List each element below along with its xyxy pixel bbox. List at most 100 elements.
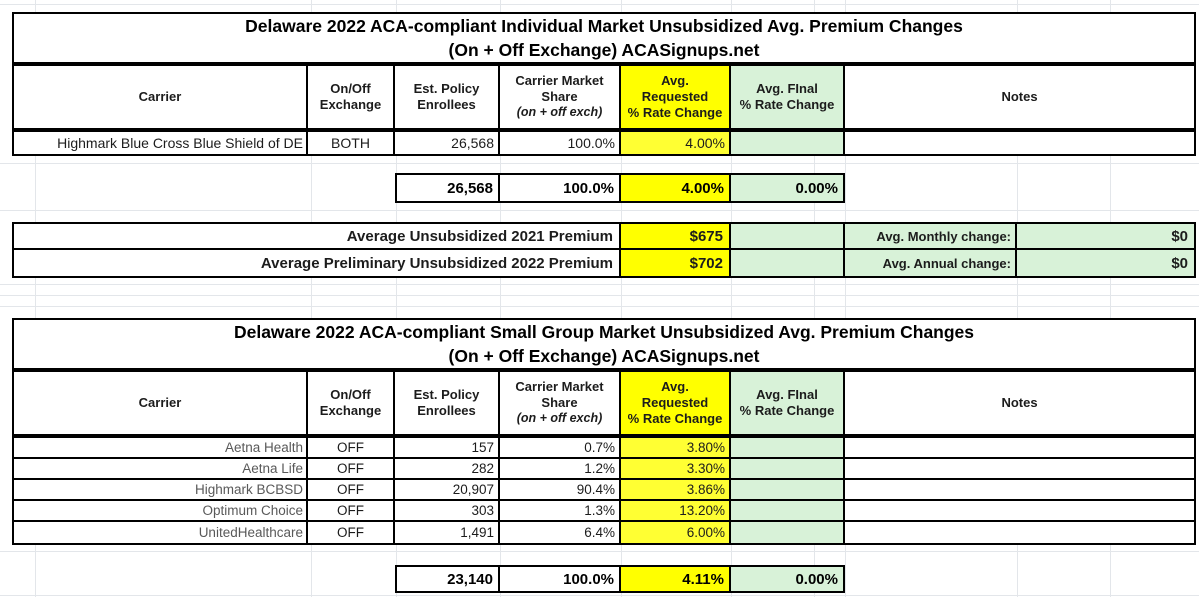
spreadsheet-gridline (1110, 0, 1111, 597)
table-row: Highmark BCBSD OFF 20,907 90.4% 3.86% (14, 480, 1194, 501)
small-group-title-line1: Delaware 2022 ACA-compliant Small Group … (233, 321, 975, 342)
final-rate-header-cell: Avg. FInal % Rate Change (731, 66, 845, 128)
notes-cell[interactable] (845, 522, 1194, 543)
carrier-cell[interactable]: Optimum Choice (14, 501, 308, 520)
final-rate-cell[interactable] (731, 438, 845, 457)
final-rate-cell[interactable] (731, 480, 845, 499)
market-share-cell[interactable]: 100.0% (500, 132, 621, 154)
notes-header-cell: Notes (1001, 88, 1038, 104)
individual-title-line1: Delaware 2022 ACA-compliant Individual M… (245, 15, 963, 36)
individual-data-row: Highmark Blue Cross Blue Shield of DE BO… (12, 130, 1196, 156)
premium-2022-label: Average Preliminary Unsubsidized 2022 Pr… (14, 250, 621, 276)
spreadsheet-gridline (311, 0, 312, 597)
enrollees-cell[interactable]: 157 (395, 438, 500, 457)
notes-cell[interactable] (845, 501, 1194, 520)
premium-2022-value[interactable]: $702 (621, 250, 731, 276)
spreadsheet-gridline (500, 0, 501, 597)
market-share-cell[interactable]: 90.4% (500, 480, 621, 499)
notes-cell[interactable] (845, 132, 1194, 154)
final-rate-header-cell: Avg. FInal % Rate Change (731, 372, 845, 434)
total-requested-rate-cell[interactable]: 4.11% (621, 567, 731, 591)
spreadsheet-gridline (1017, 0, 1018, 597)
market-share-cell[interactable]: 1.2% (500, 459, 621, 478)
total-enrollees-cell[interactable]: 26,568 (397, 175, 500, 201)
carrier-cell[interactable]: Aetna Life (14, 459, 308, 478)
exchange-header-cell: On/Off Exchange (308, 372, 395, 434)
carrier-cell[interactable]: Aetna Health (14, 438, 308, 457)
exchange-cell[interactable]: BOTH (308, 132, 395, 154)
individual-table-title: Delaware 2022 ACA-compliant Individual M… (12, 12, 1196, 64)
requested-rate-cell[interactable]: 3.30% (621, 459, 731, 478)
premium-2021-spacer-cell (731, 224, 845, 248)
requested-rate-cell[interactable]: 3.86% (621, 480, 731, 499)
carrier-cell[interactable]: Highmark Blue Cross Blue Shield of DE (14, 132, 308, 154)
annual-change-label: Avg. Annual change: (845, 250, 1017, 276)
notes-cell[interactable] (845, 480, 1194, 499)
exchange-cell[interactable]: OFF (308, 459, 395, 478)
small-group-data-rows: Aetna Health OFF 157 0.7% 3.80% Aetna Li… (12, 436, 1196, 545)
requested-rate-cell[interactable]: 6.00% (621, 522, 731, 543)
monthly-change-value[interactable]: $0 (1017, 224, 1194, 248)
final-rate-cell[interactable] (731, 459, 845, 478)
small-group-totals-row: 23,140 100.0% 4.11% 0.00% (395, 565, 845, 593)
requested-rate-header-cell: Avg. Requested % Rate Change (621, 372, 731, 434)
premium-2021-value[interactable]: $675 (621, 224, 731, 248)
monthly-change-label: Avg. Monthly change: (845, 224, 1017, 248)
carrier-header-cell: Carrier (14, 66, 308, 128)
final-rate-cell[interactable] (731, 501, 845, 520)
total-final-rate-cell[interactable]: 0.00% (731, 567, 843, 591)
spreadsheet-gridline (814, 0, 815, 597)
requested-rate-cell[interactable]: 13.20% (621, 501, 731, 520)
market-share-cell[interactable]: 1.3% (500, 501, 621, 520)
spreadsheet-gridline (0, 163, 1199, 164)
market-share-header-cell: Carrier Market Share (on + off exch) (500, 66, 621, 128)
exchange-cell[interactable]: OFF (308, 438, 395, 457)
spreadsheet-gridline (731, 0, 732, 597)
total-enrollees-cell[interactable]: 23,140 (397, 567, 500, 591)
requested-rate-header-cell: Avg. Requested % Rate Change (621, 66, 731, 128)
enrollees-header-cell: Est. Policy Enrollees (395, 372, 500, 434)
table-row: Aetna Life OFF 282 1.2% 3.30% (14, 459, 1194, 480)
final-rate-cell[interactable] (731, 132, 845, 154)
market-share-cell[interactable]: 6.4% (500, 522, 621, 543)
spreadsheet-gridline (35, 0, 36, 597)
exchange-cell[interactable]: OFF (308, 501, 395, 520)
spreadsheet-gridline (0, 306, 1199, 307)
table-row: Aetna Health OFF 157 0.7% 3.80% (14, 438, 1194, 459)
total-market-share-cell[interactable]: 100.0% (500, 567, 621, 591)
requested-rate-cell[interactable]: 4.00% (621, 132, 731, 154)
small-group-table-title: Delaware 2022 ACA-compliant Small Group … (12, 318, 1196, 370)
exchange-cell[interactable]: OFF (308, 480, 395, 499)
annual-change-value[interactable]: $0 (1017, 250, 1194, 276)
enrollees-cell[interactable]: 26,568 (395, 132, 500, 154)
notes-header-cell: Notes (1001, 394, 1038, 410)
enrollees-cell[interactable]: 20,907 (395, 480, 500, 499)
carrier-cell[interactable]: UnitedHealthcare (14, 522, 308, 543)
final-rate-cell[interactable] (731, 522, 845, 543)
carrier-cell[interactable]: Highmark BCBSD (14, 480, 308, 499)
table-row: Optimum Choice OFF 303 1.3% 13.20% (14, 501, 1194, 522)
total-market-share-cell[interactable]: 100.0% (500, 175, 621, 201)
spreadsheet-gridline (0, 284, 1199, 285)
small-group-table-header-row: Carrier On/Off Exchange Est. Policy Enro… (12, 370, 1196, 436)
enrollees-cell[interactable]: 282 (395, 459, 500, 478)
spreadsheet-gridline (0, 551, 1199, 552)
total-requested-rate-cell[interactable]: 4.00% (621, 175, 731, 201)
spreadsheet-gridline (845, 0, 846, 597)
individual-totals-row: 26,568 100.0% 4.00% 0.00% (395, 173, 845, 203)
enrollees-cell[interactable]: 1,491 (395, 522, 500, 543)
premium-2022-spacer-cell (731, 250, 845, 276)
enrollees-cell[interactable]: 303 (395, 501, 500, 520)
total-final-rate-cell[interactable]: 0.00% (731, 175, 843, 201)
exchange-header-cell: On/Off Exchange (308, 66, 395, 128)
exchange-cell[interactable]: OFF (308, 522, 395, 543)
premium-summary-row-2022: Average Preliminary Unsubsidized 2022 Pr… (14, 250, 1194, 276)
notes-cell[interactable] (845, 438, 1194, 457)
individual-title-line2: (On + Off Exchange) ACASignups.net (448, 40, 760, 60)
table-row: UnitedHealthcare OFF 1,491 6.4% 6.00% (14, 522, 1194, 543)
enrollees-header-cell: Est. Policy Enrollees (395, 66, 500, 128)
market-share-header-cell: Carrier Market Share (on + off exch) (500, 372, 621, 434)
requested-rate-cell[interactable]: 3.80% (621, 438, 731, 457)
market-share-cell[interactable]: 0.7% (500, 438, 621, 457)
notes-cell[interactable] (845, 459, 1194, 478)
